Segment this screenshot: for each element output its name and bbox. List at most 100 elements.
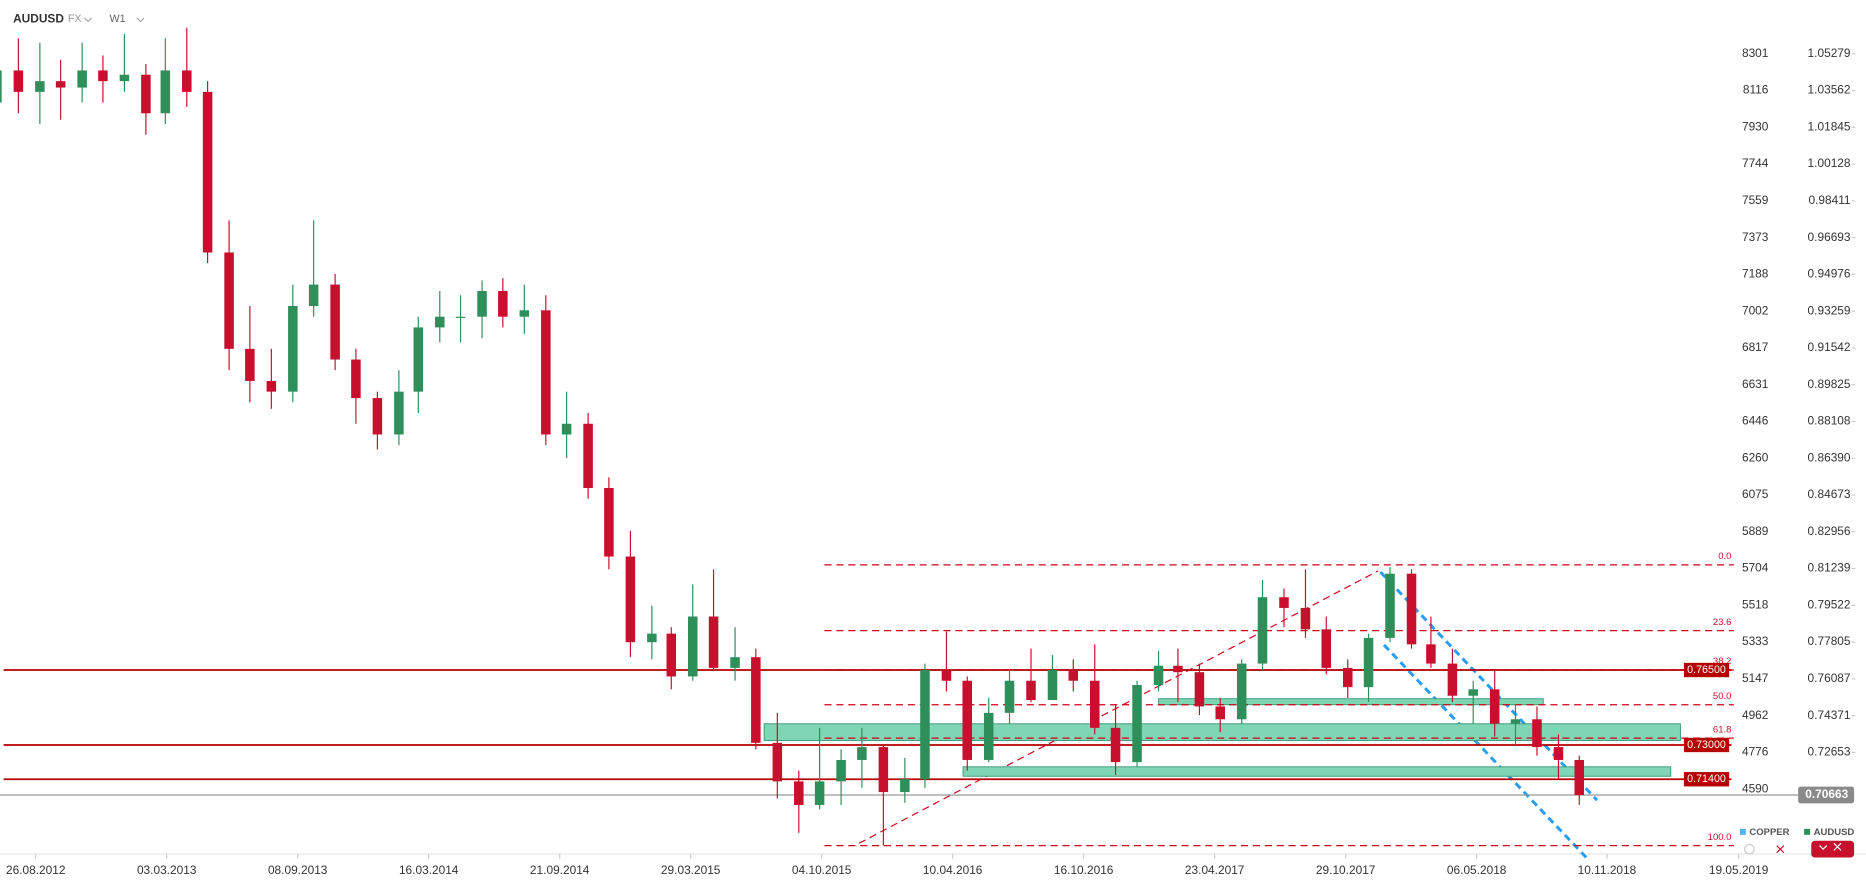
- candle-body: [900, 779, 910, 793]
- candle-body: [1510, 719, 1521, 724]
- secondary-tick-label: 7188: [1742, 267, 1769, 281]
- x-tick-label: 26.08.2012: [6, 863, 66, 877]
- dropdown-arrow[interactable]: [84, 17, 93, 23]
- candle-body: [119, 74, 130, 82]
- last-price-label: 0.70663: [1805, 787, 1848, 801]
- candle-body: [1363, 637, 1374, 688]
- candle-body: [836, 759, 846, 782]
- market[interactable]: FX: [68, 13, 82, 25]
- candle-body: [1489, 689, 1500, 724]
- candle-body: [561, 423, 572, 435]
- candle-body: [1068, 670, 1079, 681]
- candle-body: [1406, 573, 1417, 645]
- visibility-icon[interactable]: [1744, 843, 1755, 855]
- fib-label: 61.8: [1713, 724, 1731, 735]
- secondary-tick-label: 5333: [1742, 634, 1769, 648]
- candle-body: [1385, 573, 1395, 638]
- candle-body: [583, 423, 593, 489]
- candle-body: [394, 391, 404, 435]
- x-tick-label: 19.05.2019: [1709, 863, 1769, 877]
- candle-body: [13, 70, 24, 92]
- x-tick-label: 16.10.2016: [1054, 863, 1114, 877]
- secondary-tick-label: 7930: [1742, 119, 1769, 133]
- candle-body: [920, 670, 930, 780]
- candle-body: [1574, 759, 1585, 796]
- candle-body: [224, 252, 234, 349]
- dropdown-arrow[interactable]: [136, 17, 145, 23]
- candle-body: [1194, 672, 1205, 707]
- fib-label: 23.6: [1713, 617, 1731, 628]
- fib-label: 50.0: [1713, 691, 1731, 702]
- secondary-tick-label: 7744: [1742, 156, 1769, 170]
- x-tick-label: 04.10.2015: [792, 863, 852, 877]
- candle-body: [772, 742, 783, 782]
- candle-body: [1553, 747, 1564, 760]
- y-tick-label: 1.00128: [1808, 156, 1851, 170]
- candle-body: [202, 91, 213, 253]
- channel-line: [1379, 571, 1599, 802]
- level-label-box: [1683, 662, 1730, 678]
- candle-body: [814, 781, 825, 805]
- y-tick-label: 0.96693: [1808, 230, 1851, 244]
- y-tick-label: 0.79522: [1808, 597, 1851, 611]
- candle-body: [794, 781, 804, 805]
- x-tick-label: 10.11.2018: [1578, 863, 1637, 877]
- y-tick-label: 0.84673: [1808, 487, 1851, 501]
- close-button[interactable]: [1811, 840, 1855, 858]
- candle-body: [266, 380, 277, 392]
- candle-body: [604, 488, 614, 557]
- candle-body: [1090, 680, 1100, 728]
- x-tick-label: 06.05.2018: [1447, 863, 1507, 877]
- legend-swatch: [1804, 828, 1811, 835]
- candle-body: [1468, 689, 1478, 696]
- candle-body: [413, 327, 424, 392]
- y-tick-label: 0.77805: [1808, 634, 1851, 648]
- y-tick-label: 0.93259: [1808, 303, 1851, 317]
- secondary-tick-label: 7559: [1742, 193, 1769, 207]
- candle-body: [688, 616, 698, 677]
- x-tick-label: 08.09.2013: [268, 863, 328, 877]
- x-tick-label: 29.10.2017: [1316, 863, 1376, 877]
- y-tick-label: 0.82956: [1808, 524, 1851, 538]
- y-tick-label: 0.76087: [1808, 671, 1851, 685]
- candle-body: [708, 616, 719, 668]
- candle-body: [541, 310, 551, 435]
- candle-body: [1532, 719, 1542, 748]
- candle-body: [1004, 680, 1015, 713]
- secondary-tick-label: 6446: [1742, 414, 1769, 428]
- candle-body: [1132, 685, 1142, 763]
- x-tick-label: 29.03.2015: [661, 863, 721, 877]
- remove-icon[interactable]: [1776, 845, 1785, 854]
- candle-body: [751, 657, 761, 743]
- secondary-tick-label: 4590: [1742, 782, 1769, 796]
- legend-label: AUDUSD: [1814, 827, 1855, 838]
- y-tick-label: 0.88108: [1808, 414, 1851, 428]
- y-tick-label: 0.72653: [1808, 745, 1851, 759]
- zone: [962, 766, 1672, 777]
- candle-body: [1321, 629, 1332, 668]
- y-tick-label: 0.98411: [1808, 193, 1850, 207]
- candle-body: [857, 747, 867, 760]
- y-tick-label: 1.01845: [1808, 119, 1851, 133]
- x-tick-label: 10.04.2016: [923, 863, 983, 877]
- timeframe[interactable]: W1: [109, 13, 125, 25]
- legend-label: COPPER: [1749, 827, 1789, 838]
- last-price-box: [1798, 786, 1855, 804]
- secondary-tick-label: 4962: [1742, 708, 1769, 722]
- secondary-tick-label: 5889: [1742, 524, 1769, 538]
- candle-body: [0, 70, 2, 103]
- y-tick-label: 0.86390: [1808, 450, 1851, 464]
- secondary-tick-label: 6260: [1742, 450, 1769, 464]
- y-tick-label: 0.89825: [1808, 377, 1851, 391]
- candle-body: [455, 316, 466, 318]
- level-label-box: [1683, 772, 1730, 787]
- secondary-tick-label: 8301: [1742, 46, 1769, 60]
- y-tick-label: 0.94976: [1808, 267, 1851, 281]
- candle-body: [1026, 680, 1036, 701]
- secondary-tick-label: 5518: [1742, 597, 1769, 611]
- fib-label: 38.2: [1713, 656, 1731, 667]
- y-tick-label: 0.74371: [1808, 708, 1851, 722]
- fib-label: 100.0: [1708, 832, 1732, 843]
- symbol[interactable]: AUDUSD: [13, 11, 64, 25]
